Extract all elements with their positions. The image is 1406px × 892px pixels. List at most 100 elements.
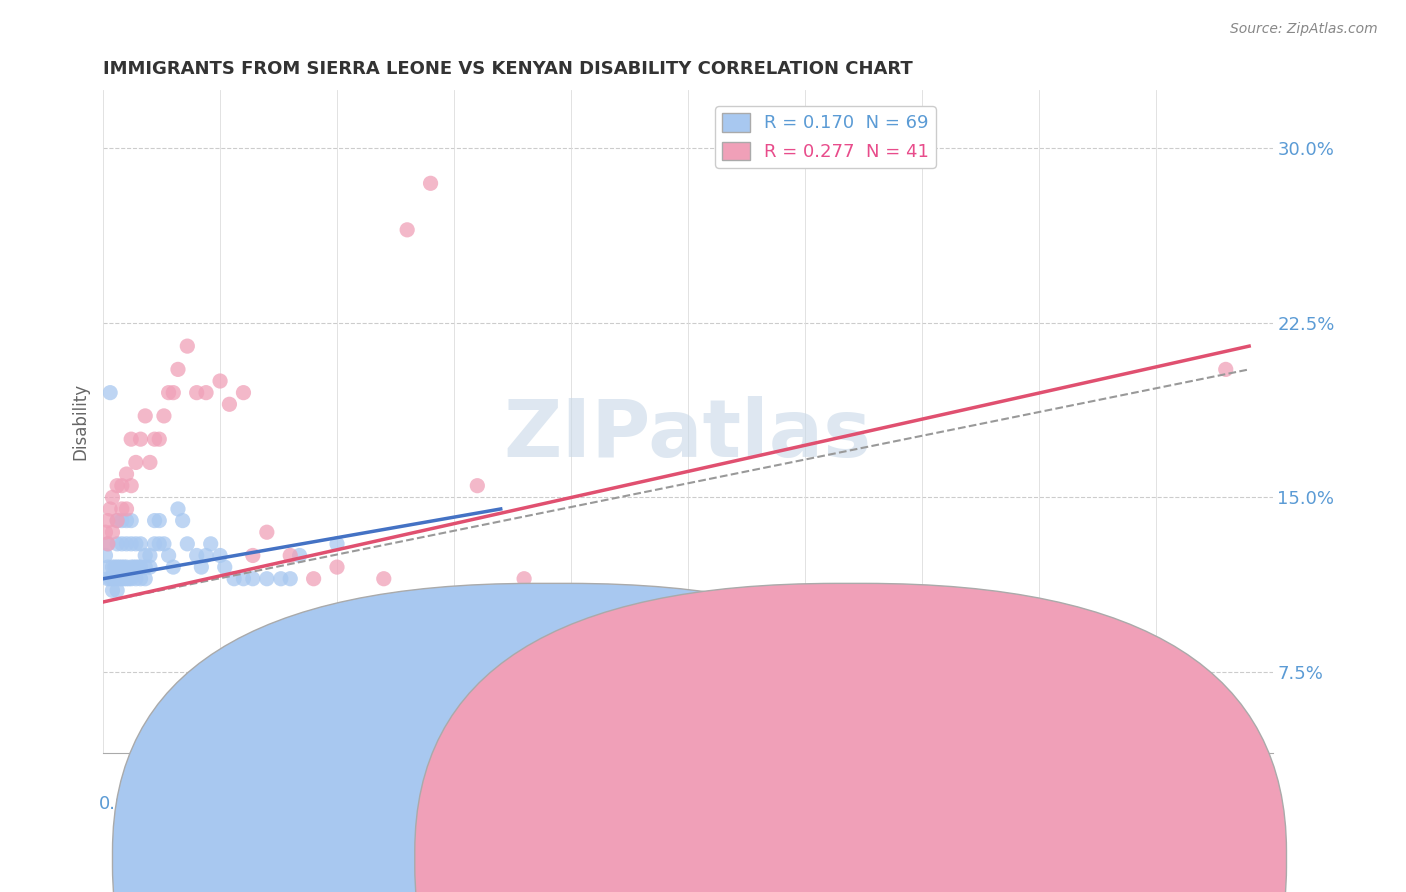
Point	[97, 560, 120, 574]
Point	[232, 572, 254, 586]
Point	[195, 549, 218, 563]
Point	[97, 514, 120, 528]
Point	[139, 560, 162, 574]
Point	[134, 572, 156, 586]
Point	[209, 374, 232, 388]
Point	[118, 572, 141, 586]
Point	[373, 572, 395, 586]
Point	[232, 385, 254, 400]
Point	[242, 572, 264, 586]
Point	[186, 549, 208, 563]
Point	[97, 572, 120, 586]
Point	[108, 560, 131, 574]
Point	[176, 537, 198, 551]
Point	[105, 514, 128, 528]
Point	[153, 409, 176, 423]
Text: Kenyans: Kenyans	[872, 843, 942, 861]
Point	[326, 537, 349, 551]
Point	[162, 560, 184, 574]
Point	[326, 560, 349, 574]
Point	[105, 583, 128, 598]
Point	[115, 502, 138, 516]
Point	[419, 177, 441, 191]
Point	[224, 572, 246, 586]
Point	[153, 537, 176, 551]
Point	[98, 385, 121, 400]
Text: Immigrants from Sierra Leone: Immigrants from Sierra Leone	[591, 843, 839, 861]
Point	[120, 572, 142, 586]
Point	[129, 560, 152, 574]
Point	[190, 560, 212, 574]
Point	[209, 549, 232, 563]
Text: 0.0%: 0.0%	[98, 795, 143, 813]
Text: IMMIGRANTS FROM SIERRA LEONE VS KENYAN DISABILITY CORRELATION CHART: IMMIGRANTS FROM SIERRA LEONE VS KENYAN D…	[103, 60, 912, 78]
Point	[125, 560, 148, 574]
Point	[134, 549, 156, 563]
Point	[97, 537, 120, 551]
Point	[396, 223, 419, 237]
Point	[120, 514, 142, 528]
Point	[97, 537, 120, 551]
Point	[108, 572, 131, 586]
Point	[134, 409, 156, 423]
Y-axis label: Disability: Disability	[72, 384, 89, 460]
Point	[513, 572, 536, 586]
Point	[105, 478, 128, 492]
Point	[218, 397, 240, 411]
Point	[143, 537, 166, 551]
Point	[148, 514, 170, 528]
Point	[98, 502, 121, 516]
Point	[167, 502, 190, 516]
Point	[256, 572, 278, 586]
Point	[288, 549, 311, 563]
Point	[195, 385, 218, 400]
Point	[104, 572, 127, 586]
Point	[143, 514, 166, 528]
Point	[125, 455, 148, 469]
Legend: R = 0.170  N = 69, R = 0.277  N = 41: R = 0.170 N = 69, R = 0.277 N = 41	[716, 106, 936, 168]
Point	[111, 514, 134, 528]
Point	[186, 385, 208, 400]
Point	[127, 560, 149, 574]
Point	[94, 549, 117, 563]
Text: 25.0%: 25.0%	[1215, 795, 1272, 813]
Point	[172, 514, 194, 528]
Point	[143, 432, 166, 446]
Point	[111, 478, 134, 492]
Point	[115, 572, 138, 586]
Point	[139, 549, 162, 563]
Point	[148, 432, 170, 446]
Point	[112, 560, 135, 574]
Point	[129, 572, 152, 586]
Point	[278, 572, 301, 586]
Point	[111, 502, 134, 516]
Point	[105, 537, 128, 551]
Point	[1215, 362, 1237, 376]
Point	[129, 432, 152, 446]
Point	[120, 537, 142, 551]
Text: Source: ZipAtlas.com: Source: ZipAtlas.com	[1230, 22, 1378, 37]
Point	[302, 572, 325, 586]
Point	[176, 339, 198, 353]
Point	[105, 560, 128, 574]
Point	[122, 560, 145, 574]
Point	[125, 537, 148, 551]
Point	[125, 572, 148, 586]
Point	[115, 514, 138, 528]
Point	[134, 560, 156, 574]
Point	[111, 537, 134, 551]
Point	[148, 537, 170, 551]
Point	[115, 560, 138, 574]
Point	[104, 560, 127, 574]
Point	[111, 572, 134, 586]
Point	[270, 572, 292, 586]
Point	[115, 467, 138, 481]
Point	[129, 537, 152, 551]
Point	[278, 549, 301, 563]
Point	[98, 572, 121, 586]
Point	[200, 537, 222, 551]
Point	[112, 572, 135, 586]
Text: ZIPatlas: ZIPatlas	[503, 396, 872, 474]
Point	[465, 478, 488, 492]
Point	[139, 455, 162, 469]
